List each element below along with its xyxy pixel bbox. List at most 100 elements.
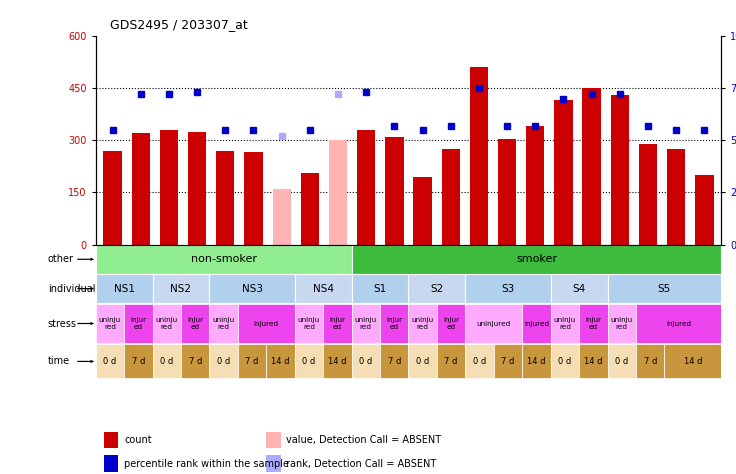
Text: injur
ed: injur ed [187,317,203,330]
Bar [607,274,721,303]
Bar [352,274,408,303]
Bar [216,151,235,245]
Bar [611,95,629,245]
Text: 0 d: 0 d [217,357,230,366]
Text: 14 d: 14 d [584,357,603,366]
Bar [551,274,607,303]
Bar [266,344,294,378]
Text: injur
ed: injur ed [443,317,459,330]
Bar [526,127,545,245]
Text: 0 d: 0 d [359,357,372,366]
Text: uninju
red: uninju red [553,317,576,330]
Text: injur
ed: injur ed [329,317,345,330]
Bar [210,304,238,343]
Text: 0 d: 0 d [103,357,116,366]
Text: rank, Detection Call = ABSENT: rank, Detection Call = ABSENT [286,458,436,469]
Bar [272,189,291,245]
Text: injur
ed: injur ed [585,317,601,330]
Text: NS1: NS1 [113,283,135,294]
Bar [470,67,488,245]
Bar [294,274,352,303]
Bar [380,304,408,343]
Bar [465,304,523,343]
Bar [408,304,437,343]
Bar [385,137,403,245]
Bar [408,344,437,378]
Bar [352,304,380,343]
Bar [210,274,294,303]
Bar [266,431,280,448]
Bar [352,245,721,274]
Bar [188,132,206,245]
Text: 14 d: 14 d [272,357,290,366]
Bar [294,304,323,343]
Text: injur
ed: injur ed [386,317,403,330]
Bar [323,344,352,378]
Text: NS3: NS3 [241,283,263,294]
Bar [579,344,607,378]
Bar [665,344,721,378]
Text: uninju
red: uninju red [298,317,320,330]
Bar [414,177,432,245]
Text: count: count [124,435,152,445]
Bar [244,153,263,245]
Bar [152,344,181,378]
Bar [380,344,408,378]
Text: S1: S1 [373,283,386,294]
Text: uninju
red: uninju red [155,317,178,330]
Bar [607,304,636,343]
Text: smoker: smoker [516,254,557,264]
Text: 7 d: 7 d [643,357,657,366]
Text: non-smoker: non-smoker [191,254,257,264]
Text: GDS2495 / 203307_at: GDS2495 / 203307_at [110,18,248,31]
Text: value, Detection Call = ABSENT: value, Detection Call = ABSENT [286,435,442,445]
Bar [582,88,601,245]
Text: time: time [48,356,70,366]
Text: 0 d: 0 d [558,357,572,366]
Bar [639,144,657,245]
Bar [357,130,375,245]
Text: uninju
red: uninju red [355,317,377,330]
Text: percentile rank within the sample: percentile rank within the sample [124,458,289,469]
Bar [437,304,465,343]
Bar [238,304,294,343]
Text: S3: S3 [501,283,514,294]
Bar [442,149,460,245]
Bar [124,344,152,378]
Text: 7 d: 7 d [188,357,202,366]
Bar [494,344,523,378]
Bar [551,344,579,378]
Text: other: other [48,254,74,264]
Text: uninju
red: uninju red [611,317,633,330]
Bar [523,304,551,343]
Bar [181,344,210,378]
Text: 7 d: 7 d [245,357,259,366]
Bar [352,344,380,378]
Text: NS2: NS2 [171,283,191,294]
Bar [523,344,551,378]
Text: S2: S2 [431,283,444,294]
Bar [152,274,210,303]
Bar [124,304,152,343]
Text: individual: individual [48,283,96,294]
Bar [636,304,721,343]
Bar [96,304,124,343]
Bar [105,455,118,472]
Text: injured: injured [254,320,279,327]
Bar [105,431,118,448]
Bar [465,344,494,378]
Text: uninju
red: uninju red [411,317,434,330]
Bar [554,100,573,245]
Bar [579,304,607,343]
Text: 0 d: 0 d [615,357,629,366]
Text: 7 d: 7 d [388,357,401,366]
Bar [636,344,665,378]
Bar [96,245,352,274]
Bar [238,344,266,378]
Bar [498,138,516,245]
Bar [696,175,713,245]
Bar [181,304,210,343]
Bar [437,344,465,378]
Text: NS4: NS4 [313,283,333,294]
Bar [329,140,347,245]
